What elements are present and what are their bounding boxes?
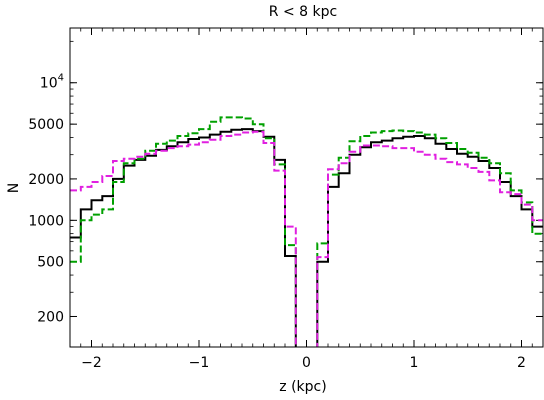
x-tick-label: −2 <box>81 355 102 371</box>
y-tick-label: 1000 <box>28 213 64 229</box>
x-tick-label: 0 <box>302 355 311 371</box>
plot-series <box>70 116 543 347</box>
x-tick-label: 1 <box>410 355 419 371</box>
axis-ticks: −2 −1 0 1 2 200 500 1000 2000 5000 104 <box>28 28 544 371</box>
y-tick-label: 5000 <box>28 117 64 133</box>
histogram-series-2 <box>70 116 543 347</box>
plot-frame <box>69 27 544 348</box>
y-tick-label: 104 <box>40 73 64 92</box>
x-tick-label: −1 <box>189 355 210 371</box>
y-tick-label: 2000 <box>28 172 64 188</box>
x-axis-label: z (kpc) <box>279 379 326 395</box>
histogram-series-3 <box>70 130 543 347</box>
x-tick-label: 2 <box>517 355 526 371</box>
chart-title: R < 8 kpc <box>269 4 337 20</box>
histogram-series-1 <box>70 128 543 347</box>
y-tick-label: 500 <box>37 255 64 271</box>
y-axis-label: N <box>6 183 22 193</box>
y-tick-label: 200 <box>37 309 64 325</box>
